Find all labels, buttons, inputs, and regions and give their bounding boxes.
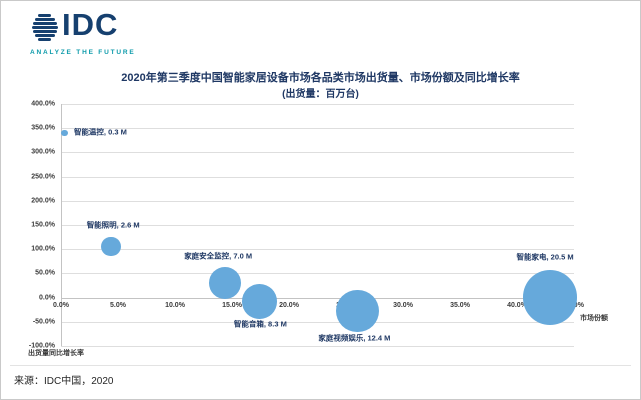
y-axis-title: 出货量同比增长率 bbox=[28, 350, 84, 357]
bubble-家庭安全监控 bbox=[209, 267, 242, 299]
x-tick-label: 15.0% bbox=[222, 301, 242, 309]
bubble-label-智能温控: 智能温控, 0.3 M bbox=[73, 127, 127, 137]
chart-title: 2020年第三季度中国智能家居设备市场各品类市场出货量、市场份额及同比增长率 bbox=[121, 72, 520, 84]
gridline bbox=[61, 297, 574, 299]
gridline bbox=[61, 249, 574, 251]
bubble-label-家庭安全监控: 家庭安全监控, 7.0 M bbox=[184, 251, 253, 261]
gridline bbox=[61, 152, 574, 154]
idc-logo-text: IDC bbox=[62, 7, 119, 42]
bubble-label-家庭视频娱乐: 家庭视频娱乐, 12.4 M bbox=[318, 333, 391, 343]
y-tick-label: 200.0% bbox=[31, 197, 55, 205]
x-tick-label: 5.0% bbox=[110, 301, 126, 309]
y-tick-label: 150.0% bbox=[31, 221, 55, 229]
gridline bbox=[61, 225, 574, 226]
bubble-家庭视频娱乐 bbox=[336, 289, 379, 332]
x-tick-label: 20.0% bbox=[279, 301, 299, 309]
bubble-智能家电 bbox=[522, 270, 578, 325]
y-tick-label: 50.0% bbox=[35, 269, 55, 277]
bubble-label-智能照明: 智能照明, 2.6 M bbox=[86, 220, 140, 230]
bubble-label-智能家电: 智能家电, 20.5 M bbox=[516, 252, 574, 262]
plot-area: 400.0% 350.0% 300.0% 250.0% 200.0% 150.0% 100.… bbox=[29, 101, 584, 350]
bubble-label-智能音箱: 智能音箱, 8.3 M bbox=[233, 319, 287, 329]
bubble-智能音箱 bbox=[242, 284, 277, 319]
footer-divider bbox=[10, 365, 631, 366]
gridline bbox=[61, 321, 574, 323]
x-tick-label: 30.0% bbox=[393, 301, 413, 309]
gridline bbox=[61, 128, 574, 130]
y-tick-label: 300.0% bbox=[31, 148, 55, 156]
y-axis-line bbox=[61, 104, 62, 346]
x-tick-label: 0.0% bbox=[53, 301, 69, 309]
y-tick-label: 0.0% bbox=[39, 294, 55, 302]
x-axis-title: 市场份额 bbox=[580, 315, 608, 322]
gridline bbox=[61, 200, 574, 202]
y-tick-label: 250.0% bbox=[31, 173, 55, 181]
chart-subtitle: (出货量：百万台) bbox=[282, 89, 359, 100]
gridline bbox=[61, 104, 574, 105]
x-tick-label: 40.0% bbox=[507, 301, 527, 309]
x-tick-label: 35.0% bbox=[450, 301, 470, 309]
y-tick-label: 100.0% bbox=[31, 245, 55, 253]
gridline bbox=[61, 176, 574, 178]
y-tick-label: 400.0% bbox=[31, 100, 55, 108]
bubble-智能照明 bbox=[101, 237, 121, 257]
idc-globe-icon bbox=[31, 14, 58, 41]
y-tick-label: -50.0% bbox=[32, 318, 55, 326]
y-tick-label: 350.0% bbox=[31, 124, 55, 132]
gridline bbox=[61, 273, 574, 275]
bubble-智能温控 bbox=[61, 129, 68, 137]
idc-tagline: ANALYZE THE FUTURE bbox=[30, 49, 136, 56]
y-tick-label: -100.0% bbox=[28, 342, 55, 350]
gridline bbox=[61, 346, 574, 347]
x-tick-label: 10.0% bbox=[165, 301, 185, 309]
source-note: 来源：IDC中国，2020 bbox=[14, 376, 114, 387]
